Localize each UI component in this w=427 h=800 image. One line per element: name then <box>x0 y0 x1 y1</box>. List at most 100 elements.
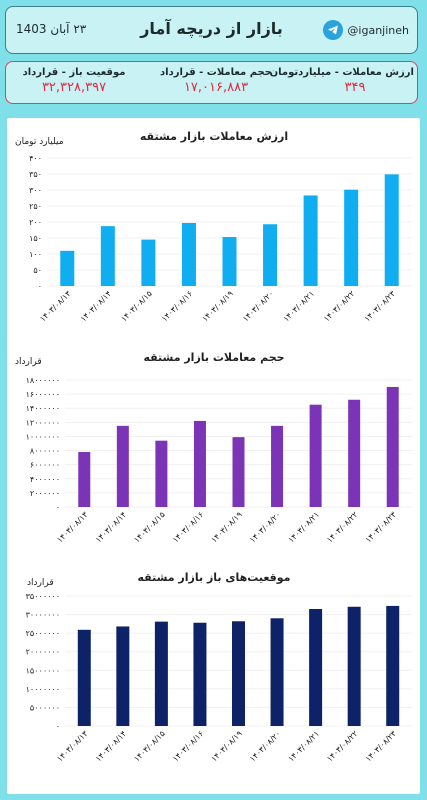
x-tick-label: ۱۴۰۳/۰۸/۲۱ <box>282 289 316 323</box>
summary-stats: موقعیت باز - قرارداد ۳۲,۳۲۸,۳۹۷ حجم معام… <box>5 61 418 104</box>
bar <box>78 451 91 507</box>
bar <box>141 239 156 286</box>
x-tick-label: ۱۴۰۳/۰۸/۱۳ <box>55 729 90 764</box>
y-tick-label: ۵۰۰۰۰۰۰ <box>30 703 60 712</box>
y-tick-label: ۵۰ <box>33 266 42 275</box>
stat-volume: حجم معاملات - قرارداد ۱۷,۰۱۶,۸۸۳ <box>156 67 276 95</box>
bar <box>116 626 130 726</box>
stat-open-positions-label: موقعیت باز - قرارداد <box>22 67 126 78</box>
bar <box>309 404 322 507</box>
bar <box>100 226 115 286</box>
bar <box>386 605 400 726</box>
x-tick-label: ۱۴۰۳/۰۸/۱۹ <box>200 289 234 323</box>
x-tick-label: ۱۴۰۳/۰۸/۲۳ <box>364 729 399 764</box>
x-tick-label: ۱۴۰۳/۰۸/۲۱ <box>287 729 321 763</box>
y-tick-label: ۲۰۰ <box>29 218 42 227</box>
bar <box>232 437 245 507</box>
bar <box>60 250 75 286</box>
bar <box>344 189 359 286</box>
stat-volume-label: حجم معاملات - قرارداد <box>160 67 272 78</box>
page-title: بازار از دریچه آمار <box>140 19 283 38</box>
bar <box>222 237 237 286</box>
stat-volume-value: ۱۷,۰۱۶,۸۸۳ <box>183 80 249 95</box>
bar <box>270 618 284 726</box>
y-tick-label: ۰ <box>56 503 60 512</box>
stat-value: ارزش معاملات - میلیاردتومان ۳۴۹ <box>269 67 414 95</box>
stat-open-positions-value: ۳۲,۳۲۸,۳۹۷ <box>41 80 107 95</box>
x-tick-label: ۱۴۰۳/۰۸/۱۶ <box>160 289 194 323</box>
bar <box>193 622 207 726</box>
bar <box>348 399 361 507</box>
bar <box>303 195 318 286</box>
x-tick-label: ۱۴۰۳/۰۸/۱۹ <box>209 729 243 763</box>
y-tick-label: ۱۰۰ <box>29 250 42 259</box>
y-tick-label: ۱۰۰۰۰۰۰۰ <box>26 685 60 694</box>
x-tick-label: ۱۴۰۳/۰۸/۲۳ <box>363 289 398 324</box>
chart-panel-open-positions: موقعیت‌های باز بازار مشتقه قرارداد ۰ ۵۰۰۰… <box>7 566 420 794</box>
y-tick-label: ۱۰۰۰۰۰۰۰ <box>26 432 60 441</box>
y-tick-label: ۰ <box>56 722 60 731</box>
bar <box>271 425 284 507</box>
y-tick-label: ۳۰۰ <box>29 186 42 195</box>
trade-value-chart: ارزش معاملات بازار مشتقه میلیارد تومان ۰… <box>15 130 412 324</box>
y-tick-label: ۲۰۰۰۰۰۰ <box>30 489 60 498</box>
x-tick-label: ۱۴۰۳/۰۸/۲۲ <box>322 289 356 323</box>
x-tick-label: ۱۴۰۳/۰۸/۲۰ <box>248 510 282 544</box>
y-tick-label: ۱۶۰۰۰۰۰۰ <box>26 390 60 399</box>
bar <box>309 609 323 726</box>
bar <box>386 386 399 507</box>
y-tick-label: ۲۵۰۰۰۰۰۰ <box>26 629 60 638</box>
y-tick-label: ۲۵۰ <box>29 202 42 211</box>
y-tick-label: ۳۵۰۰۰۰۰۰ <box>26 592 60 601</box>
y-axis-unit: میلیارد تومان <box>15 137 64 147</box>
y-tick-label: ۲۰۰۰۰۰۰۰ <box>26 648 60 657</box>
header-bar: @iganjineh بازار از دریچه آمار ۲۳ آبان 1… <box>5 6 418 54</box>
chart-panel-trade-value: ارزش معاملات بازار مشتقه میلیارد تومان ۰… <box>7 118 420 345</box>
chart-title: موقعیت‌های باز بازار مشتقه <box>138 571 291 584</box>
y-tick-label: ۱۴۰۰۰۰۰۰ <box>26 404 60 413</box>
x-tick-label: ۱۴۰۳/۰۸/۱۵ <box>132 510 166 544</box>
stat-open-positions: موقعیت باز - قرارداد ۳۲,۳۲۸,۳۹۷ <box>14 67 134 95</box>
channel-brand[interactable]: @iganjineh <box>323 20 409 40</box>
open-positions-chart: موقعیت‌های باز بازار مشتقه قرارداد ۰ ۵۰۰۰… <box>26 571 412 764</box>
x-tick-label: ۱۴۰۳/۰۸/۲۲ <box>325 510 359 544</box>
y-tick-label: ۸۰۰۰۰۰۰ <box>30 447 60 456</box>
x-tick-label: ۱۴۰۳/۰۸/۲۲ <box>325 729 359 763</box>
x-tick-label: ۱۴۰۳/۰۸/۱۴ <box>94 510 128 544</box>
y-tick-label: ۱۲۰۰۰۰۰۰ <box>26 418 60 427</box>
y-tick-label: ۳۰۰۰۰۰۰۰ <box>26 611 60 620</box>
channel-handle[interactable]: @iganjineh <box>347 23 409 37</box>
stat-value-label: ارزش معاملات - میلیاردتومان <box>269 67 414 78</box>
bar <box>77 629 91 726</box>
y-tick-label: ۶۰۰۰۰۰۰ <box>30 461 60 470</box>
x-tick-label: ۱۴۰۳/۰۸/۱۴ <box>79 289 113 323</box>
y-tick-label: ۴۰۰۰۰۰۰ <box>30 475 60 484</box>
y-tick-label: ۱۵۰۰۰۰۰۰ <box>26 666 60 675</box>
chart-title: ارزش معاملات بازار مشتقه <box>140 130 288 143</box>
bar <box>193 420 206 507</box>
x-tick-label: ۱۴۰۳/۰۸/۱۵ <box>119 289 153 323</box>
x-tick-label: ۱۴۰۳/۰۸/۱۵ <box>132 729 166 763</box>
bar <box>181 222 196 286</box>
bar <box>154 621 168 726</box>
bar <box>155 440 168 507</box>
y-tick-label: ۰ <box>38 282 42 291</box>
bar <box>384 174 399 286</box>
bar <box>116 425 129 507</box>
telegram-icon <box>323 20 344 40</box>
stat-value-value: ۳۴۹ <box>344 80 366 95</box>
y-tick-label: ۴۰۰ <box>29 154 42 163</box>
bar <box>347 606 361 726</box>
bar <box>263 224 278 286</box>
y-tick-label: ۱۵۰ <box>29 234 42 243</box>
x-tick-label: ۱۴۰۳/۰۸/۱۳ <box>55 510 90 545</box>
y-axis-unit: قرارداد <box>15 357 42 367</box>
y-tick-label: ۱۸۰۰۰۰۰۰ <box>26 376 60 385</box>
x-tick-label: ۱۴۰۳/۰۸/۱۶ <box>171 729 205 763</box>
x-tick-label: ۱۴۰۳/۰۸/۱۴ <box>94 729 128 763</box>
x-tick-label: ۱۴۰۳/۰۸/۱۶ <box>171 510 205 544</box>
x-tick-label: ۱۴۰۳/۰۸/۲۳ <box>364 510 399 545</box>
y-tick-label: ۳۵۰ <box>29 170 42 179</box>
x-tick-label: ۱۴۰۳/۰۸/۲۱ <box>287 510 321 544</box>
trade-volume-chart: حجم معاملات بازار مشتقه قرارداد ۰ ۲۰۰۰۰۰۰… <box>15 351 412 545</box>
